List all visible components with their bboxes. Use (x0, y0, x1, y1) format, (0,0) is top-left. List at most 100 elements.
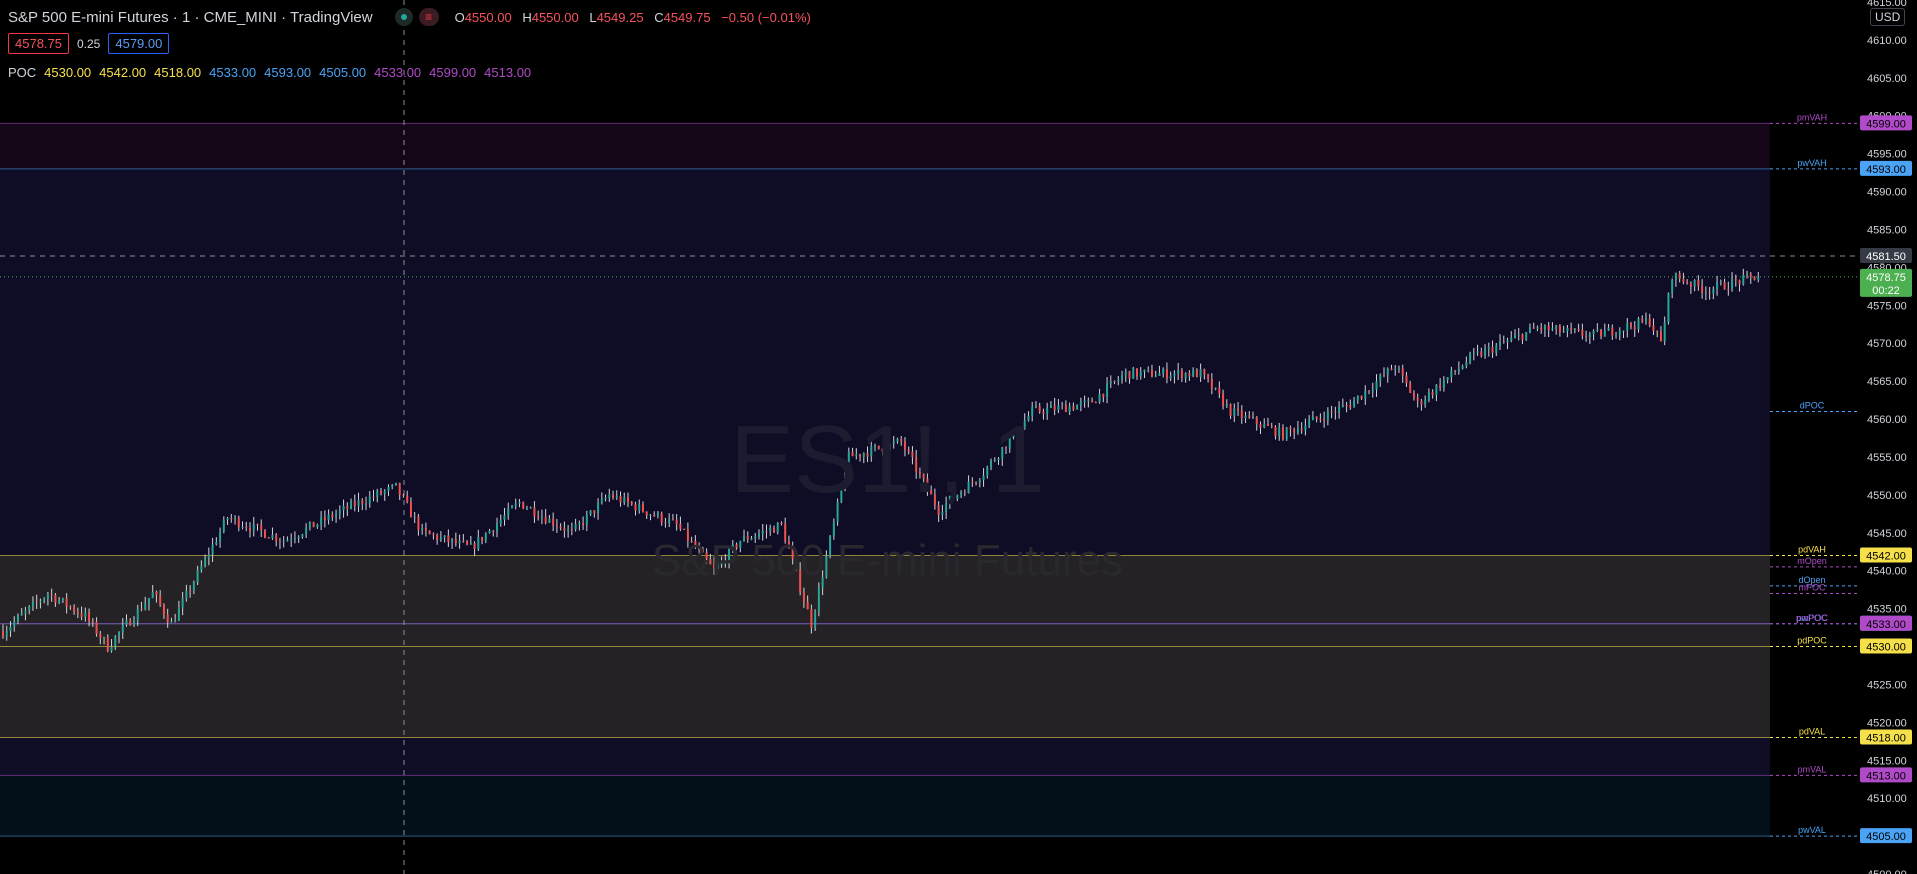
candle-body (477, 537, 480, 549)
candle-body (73, 606, 76, 612)
candle-body (88, 612, 91, 622)
candle-body (1442, 380, 1445, 389)
candle-body (114, 636, 117, 647)
candle-body (1214, 387, 1217, 390)
poc-label: POC (8, 65, 37, 80)
candle-body (1049, 405, 1052, 408)
sell-price-button[interactable]: 4578.75 (8, 33, 69, 54)
candle-body (585, 514, 588, 525)
candle-body (1671, 280, 1674, 294)
candle-body (91, 621, 94, 623)
level-price-text: 4513.00 (1866, 770, 1906, 782)
level-price-badge (1860, 115, 1912, 131)
candle-body (181, 598, 184, 608)
candle-body (1435, 384, 1438, 395)
candle-body (525, 508, 528, 510)
candle-body (1682, 278, 1685, 283)
candle-body (552, 518, 555, 526)
candle-body (451, 538, 454, 542)
candle-body (1499, 341, 1502, 346)
level-name-label: mOpen (1797, 556, 1827, 566)
candle-body (275, 534, 278, 542)
candle-body (80, 613, 83, 617)
candle-body (1150, 369, 1153, 377)
candle-body (937, 505, 940, 515)
candle-body (76, 611, 79, 614)
candle-body (1233, 408, 1236, 416)
candle-body (1281, 427, 1284, 440)
candle-body (1368, 390, 1371, 392)
candle-body (1386, 368, 1389, 376)
level-price-badge (1860, 160, 1912, 176)
candle-body (1353, 400, 1356, 408)
candle-body (372, 496, 375, 498)
candle-body (1008, 437, 1011, 449)
candle-body (16, 615, 19, 622)
candle-body (166, 614, 169, 623)
candle-body (765, 530, 768, 532)
data-status-icon[interactable] (394, 8, 413, 26)
candle-body (1371, 389, 1374, 392)
high-value: 4550.00 (531, 9, 579, 25)
candle-body (301, 534, 304, 537)
y-tick-label: 4520.00 (1867, 717, 1907, 729)
candle-body (174, 620, 177, 622)
market-status-icon[interactable]: ≡ (418, 8, 439, 26)
y-tick-label: 4535.00 (1867, 604, 1907, 616)
poc-indicator-legend[interactable]: POC 4530.00 4542.00 4518.00 4533.00 4593.00 4… (8, 65, 531, 80)
candle-body (1562, 331, 1565, 333)
close-value: 4549.75 (663, 9, 711, 25)
candle-body (189, 590, 192, 592)
candle-body (39, 601, 42, 603)
candle-body (1300, 428, 1303, 431)
candle-body (548, 518, 551, 523)
candle-body (421, 527, 424, 531)
level-name-label: mPOC (1799, 582, 1827, 592)
candle-body (956, 495, 959, 499)
candle-body (132, 620, 135, 626)
candle-body (492, 530, 495, 532)
chart-title[interactable]: S&P 500 E-mini Futures · 1 · CME_MINI · … (8, 8, 373, 26)
change-value: −0.50 (−0.01%) (721, 9, 811, 25)
candle-body (870, 446, 873, 457)
candle-body (496, 523, 499, 532)
candle-body (705, 552, 708, 560)
candle-body (125, 620, 128, 625)
candle-body (627, 496, 630, 503)
candle-body (608, 494, 611, 498)
candle-body (1719, 281, 1722, 283)
ohlc-readout: O4550.00 H4550.00 L4549.25 C4549.75 −0.5… (455, 10, 811, 25)
candle-body (1266, 423, 1269, 426)
candle-body (1405, 375, 1408, 384)
candle-body (1555, 325, 1558, 329)
candle-body (1109, 380, 1112, 384)
candle-body (1618, 330, 1621, 335)
candle-body (701, 549, 704, 553)
y-tick-label: 4595.00 (1867, 149, 1907, 161)
candle-body (877, 445, 880, 449)
currency-button[interactable]: USD (1870, 8, 1906, 26)
candle-body (720, 560, 723, 565)
open-value: 4550.00 (464, 9, 512, 25)
bid-ask-panel: 4578.75 0.25 4579.00 (8, 33, 170, 54)
level-name-label: pwVAL (1798, 825, 1826, 835)
candle-body (1588, 334, 1591, 338)
poc-value: 4518.00 (154, 65, 202, 80)
candle-body (1577, 329, 1580, 331)
candle-body (196, 570, 199, 583)
candle-body (1686, 282, 1689, 284)
candle-body (222, 519, 225, 532)
candle-body (1412, 392, 1415, 398)
level-price-text: 4599.00 (1866, 118, 1906, 130)
candle-body (810, 609, 813, 628)
candle-body (1364, 390, 1367, 399)
candle-body (469, 543, 472, 545)
candle-body (488, 530, 491, 534)
candle-body (2, 631, 4, 637)
candle-body (1480, 351, 1483, 356)
candle-body (780, 522, 783, 524)
candle-body (215, 542, 218, 545)
buy-price-button[interactable]: 4579.00 (108, 33, 170, 54)
countdown-text: 00:22 (1872, 285, 1900, 297)
